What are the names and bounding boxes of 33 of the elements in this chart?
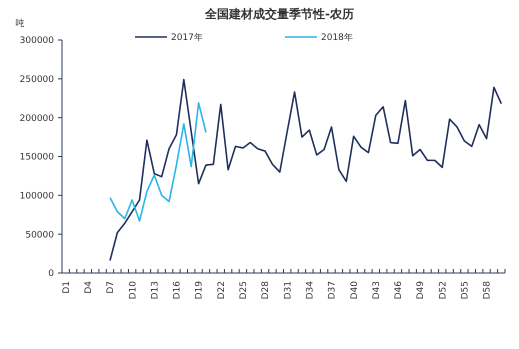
y-tick-label: 250000: [20, 74, 54, 85]
x-tick-label: D16: [172, 280, 183, 300]
y-tick-label: 300000: [20, 36, 54, 46]
x-tick-label: D58: [482, 280, 493, 300]
y-axis-title: 吨: [16, 18, 24, 29]
x-tick-label: D7: [106, 281, 116, 294]
chart-title: 全国建材成交量季节性-农历: [204, 7, 354, 21]
x-tick-label: D37: [328, 281, 338, 300]
x-tick-label: D4: [84, 280, 94, 294]
line-series: [109, 102, 207, 222]
x-tick-label: D46: [394, 280, 404, 300]
x-tick-label: D52: [438, 281, 448, 300]
legend-label: 2018年: [321, 32, 353, 44]
x-tick-label: D25: [239, 281, 250, 300]
y-tick-label: 200000: [20, 114, 54, 124]
x-tick-label: D40: [350, 280, 360, 300]
x-tick-label: D19: [194, 280, 205, 300]
x-tick-label: D10: [128, 280, 138, 300]
y-tick-label: 50000: [25, 230, 54, 240]
x-tick-label: D55: [460, 281, 471, 300]
x-tick-label: D49: [416, 280, 426, 300]
legend-label: 2017年: [171, 32, 203, 44]
y-tick-label: 0: [48, 269, 54, 280]
x-tick-label: D13: [150, 281, 160, 300]
line-series: [109, 78, 502, 262]
x-tick-label: D1: [62, 281, 72, 294]
x-tick-label: D28: [261, 280, 272, 300]
x-tick-label: D22: [216, 281, 227, 300]
y-tick-label: 150000: [20, 152, 54, 163]
x-tick-label: D31: [283, 281, 294, 300]
x-tick-label: D34: [305, 280, 316, 300]
x-tick-label: D43: [372, 281, 382, 300]
y-tick-label: 100000: [20, 191, 54, 202]
